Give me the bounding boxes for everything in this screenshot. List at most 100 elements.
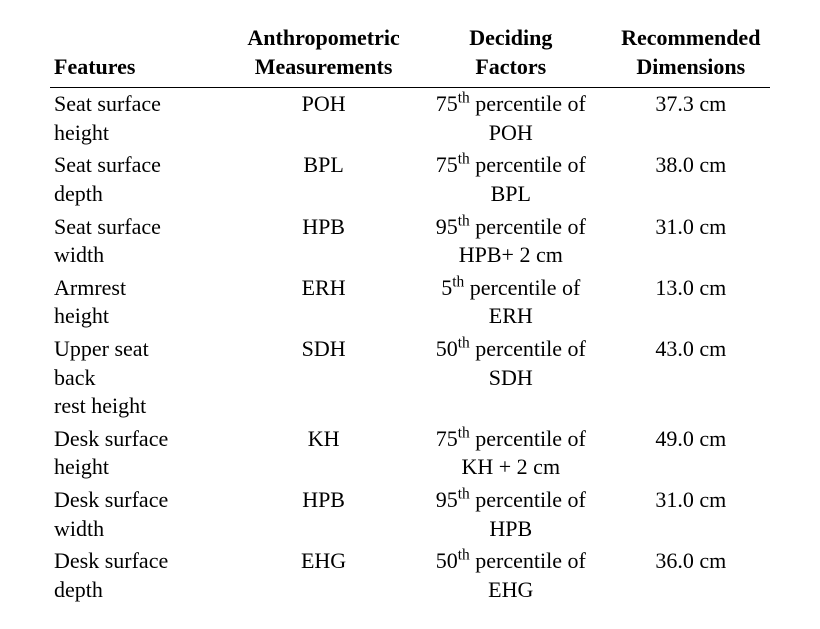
feature-line2: depth — [54, 181, 103, 206]
feature-line2: height — [54, 303, 109, 328]
table-body: Seat surfaceheightPOH75th percentile ofP… — [50, 88, 770, 607]
cell-feature: Desk surface depth — [50, 545, 237, 606]
factor-ordinal: th — [458, 151, 470, 168]
cell-factor: 95th percentile of HPB+ 2 cm — [410, 211, 612, 272]
factor-line2: ERH — [489, 303, 533, 328]
factor-number: 95 — [436, 487, 458, 512]
table-container: Features Anthropometric Measurements Dec… — [0, 0, 820, 629]
feature-line2: height — [54, 120, 109, 145]
cell-dimension: 37.3 cm — [612, 88, 770, 150]
feature-line2: width — [54, 242, 104, 267]
cell-feature: Desk surface height — [50, 423, 237, 484]
cell-dimension: 36.0 cm — [612, 545, 770, 606]
feature-line2: depth — [54, 577, 103, 602]
feature-line2: height — [54, 454, 109, 479]
cell-measurement: POH — [237, 88, 410, 150]
factor-number: 5 — [441, 275, 452, 300]
factor-ordinal: th — [458, 90, 470, 107]
cell-factor: 75th percentile ofBPL — [410, 149, 612, 210]
cell-dimension: 38.0 cm — [612, 149, 770, 210]
cell-measurement: HPB — [237, 211, 410, 272]
header-label: Features — [54, 54, 135, 79]
factor-line2: POH — [489, 120, 533, 145]
table-row: Seat surfacedepthBPL75th percentile ofBP… — [50, 149, 770, 210]
factor-line2: HPB+ 2 cm — [459, 242, 563, 267]
table-row: Desk surface height KH 75th percentile of KH… — [50, 423, 770, 484]
factor-text: percentile of — [470, 426, 586, 451]
factor-number: 75 — [436, 91, 458, 116]
header-label-line1: Anthropometric — [247, 25, 399, 50]
factor-line2: HPB — [489, 516, 532, 541]
table-row: Desk surface width HPB 95th percentile of HP… — [50, 484, 770, 545]
factor-number: 50 — [436, 548, 458, 573]
factor-line2: BPL — [491, 181, 531, 206]
feature-line1: Upper seat — [54, 336, 149, 361]
factor-ordinal: th — [458, 212, 470, 229]
factor-number: 75 — [436, 152, 458, 177]
cell-factor: 50th percentile of SDH — [410, 333, 612, 423]
factor-text: percentile of — [470, 548, 586, 573]
factor-number: 95 — [436, 214, 458, 239]
cell-feature: Seat surfacedepth — [50, 149, 237, 210]
table-row: Upper seatbackrest heightSDH50th percent… — [50, 333, 770, 423]
factor-number: 75 — [436, 426, 458, 451]
feature-line1: Desk surface — [54, 487, 168, 512]
cell-dimension: 49.0 cm — [612, 423, 770, 484]
cell-feature: Armrest height — [50, 272, 237, 333]
col-header-factors: Deciding Factors — [410, 20, 612, 88]
cell-dimension: 13.0 cm — [612, 272, 770, 333]
cell-dimension: 31.0 cm — [612, 211, 770, 272]
cell-feature: Upper seat back rest height — [50, 333, 237, 423]
factor-ordinal: th — [458, 424, 470, 441]
feature-line2: width — [54, 516, 104, 541]
feature-line1: Armrest — [54, 275, 126, 300]
cell-factor: 75th percentile of POH — [410, 88, 612, 150]
table-row: Seat surfacewidthHPB 95th percentile of HP… — [50, 211, 770, 272]
feature-line3: rest height — [54, 393, 146, 418]
cell-measurement: BPL — [237, 149, 410, 210]
cell-feature: Seat surfacewidth — [50, 211, 237, 272]
factor-ordinal: th — [458, 547, 470, 564]
cell-measurement: ERH — [237, 272, 410, 333]
factor-line2: SDH — [489, 365, 533, 390]
factor-ordinal: th — [458, 486, 470, 503]
feature-line2: back — [54, 365, 96, 390]
cell-factor: 75th percentile of KH + 2 cm — [410, 423, 612, 484]
table-row: Armrest height ERH 5th percentile of ERH 13.0… — [50, 272, 770, 333]
cell-measurement: SDH — [237, 333, 410, 423]
table-row: Seat surface height POH 75th percentile of P… — [50, 88, 770, 150]
col-header-features: Features — [50, 20, 237, 88]
table-header-row: Features Anthropometric Measurements Dec… — [50, 20, 770, 88]
feature-line1: Seat surface — [54, 91, 161, 116]
cell-measurement: HPB — [237, 484, 410, 545]
cell-feature: Desk surface width — [50, 484, 237, 545]
anthropometric-table: Features Anthropometric Measurements Dec… — [50, 20, 770, 606]
cell-feature: Seat surface height — [50, 88, 237, 150]
cell-factor: 50th percentile of EHG — [410, 545, 612, 606]
cell-measurement: EHG — [237, 545, 410, 606]
factor-ordinal: th — [458, 335, 470, 352]
col-header-dimensions: Recommended Dimensions — [612, 20, 770, 88]
header-label-line2: Dimensions — [636, 54, 745, 79]
table-header: Features Anthropometric Measurements Dec… — [50, 20, 770, 88]
header-label-line1: Deciding — [469, 25, 552, 50]
factor-text: percentile of — [470, 91, 586, 116]
factor-text: percentile of — [464, 275, 580, 300]
cell-factor: 5th percentile of ERH — [410, 272, 612, 333]
factor-text: percentile of — [470, 336, 586, 361]
header-label-line1: Recommended — [621, 25, 760, 50]
table-row: Desk surface depth EHG 50th percentile of EH… — [50, 545, 770, 606]
feature-line1: Desk surface — [54, 426, 168, 451]
cell-measurement: KH — [237, 423, 410, 484]
factor-ordinal: th — [452, 273, 464, 290]
factor-line2: EHG — [488, 577, 533, 602]
factor-number: 50 — [436, 336, 458, 361]
header-label-line2: Measurements — [255, 54, 393, 79]
factor-text: percentile of — [470, 214, 586, 239]
cell-dimension: 31.0 cm — [612, 484, 770, 545]
cell-dimension: 43.0 cm — [612, 333, 770, 423]
feature-line1: Desk surface — [54, 548, 168, 573]
factor-line2: KH + 2 cm — [462, 454, 561, 479]
factor-text: percentile of — [470, 487, 586, 512]
header-label-line2: Factors — [475, 54, 546, 79]
